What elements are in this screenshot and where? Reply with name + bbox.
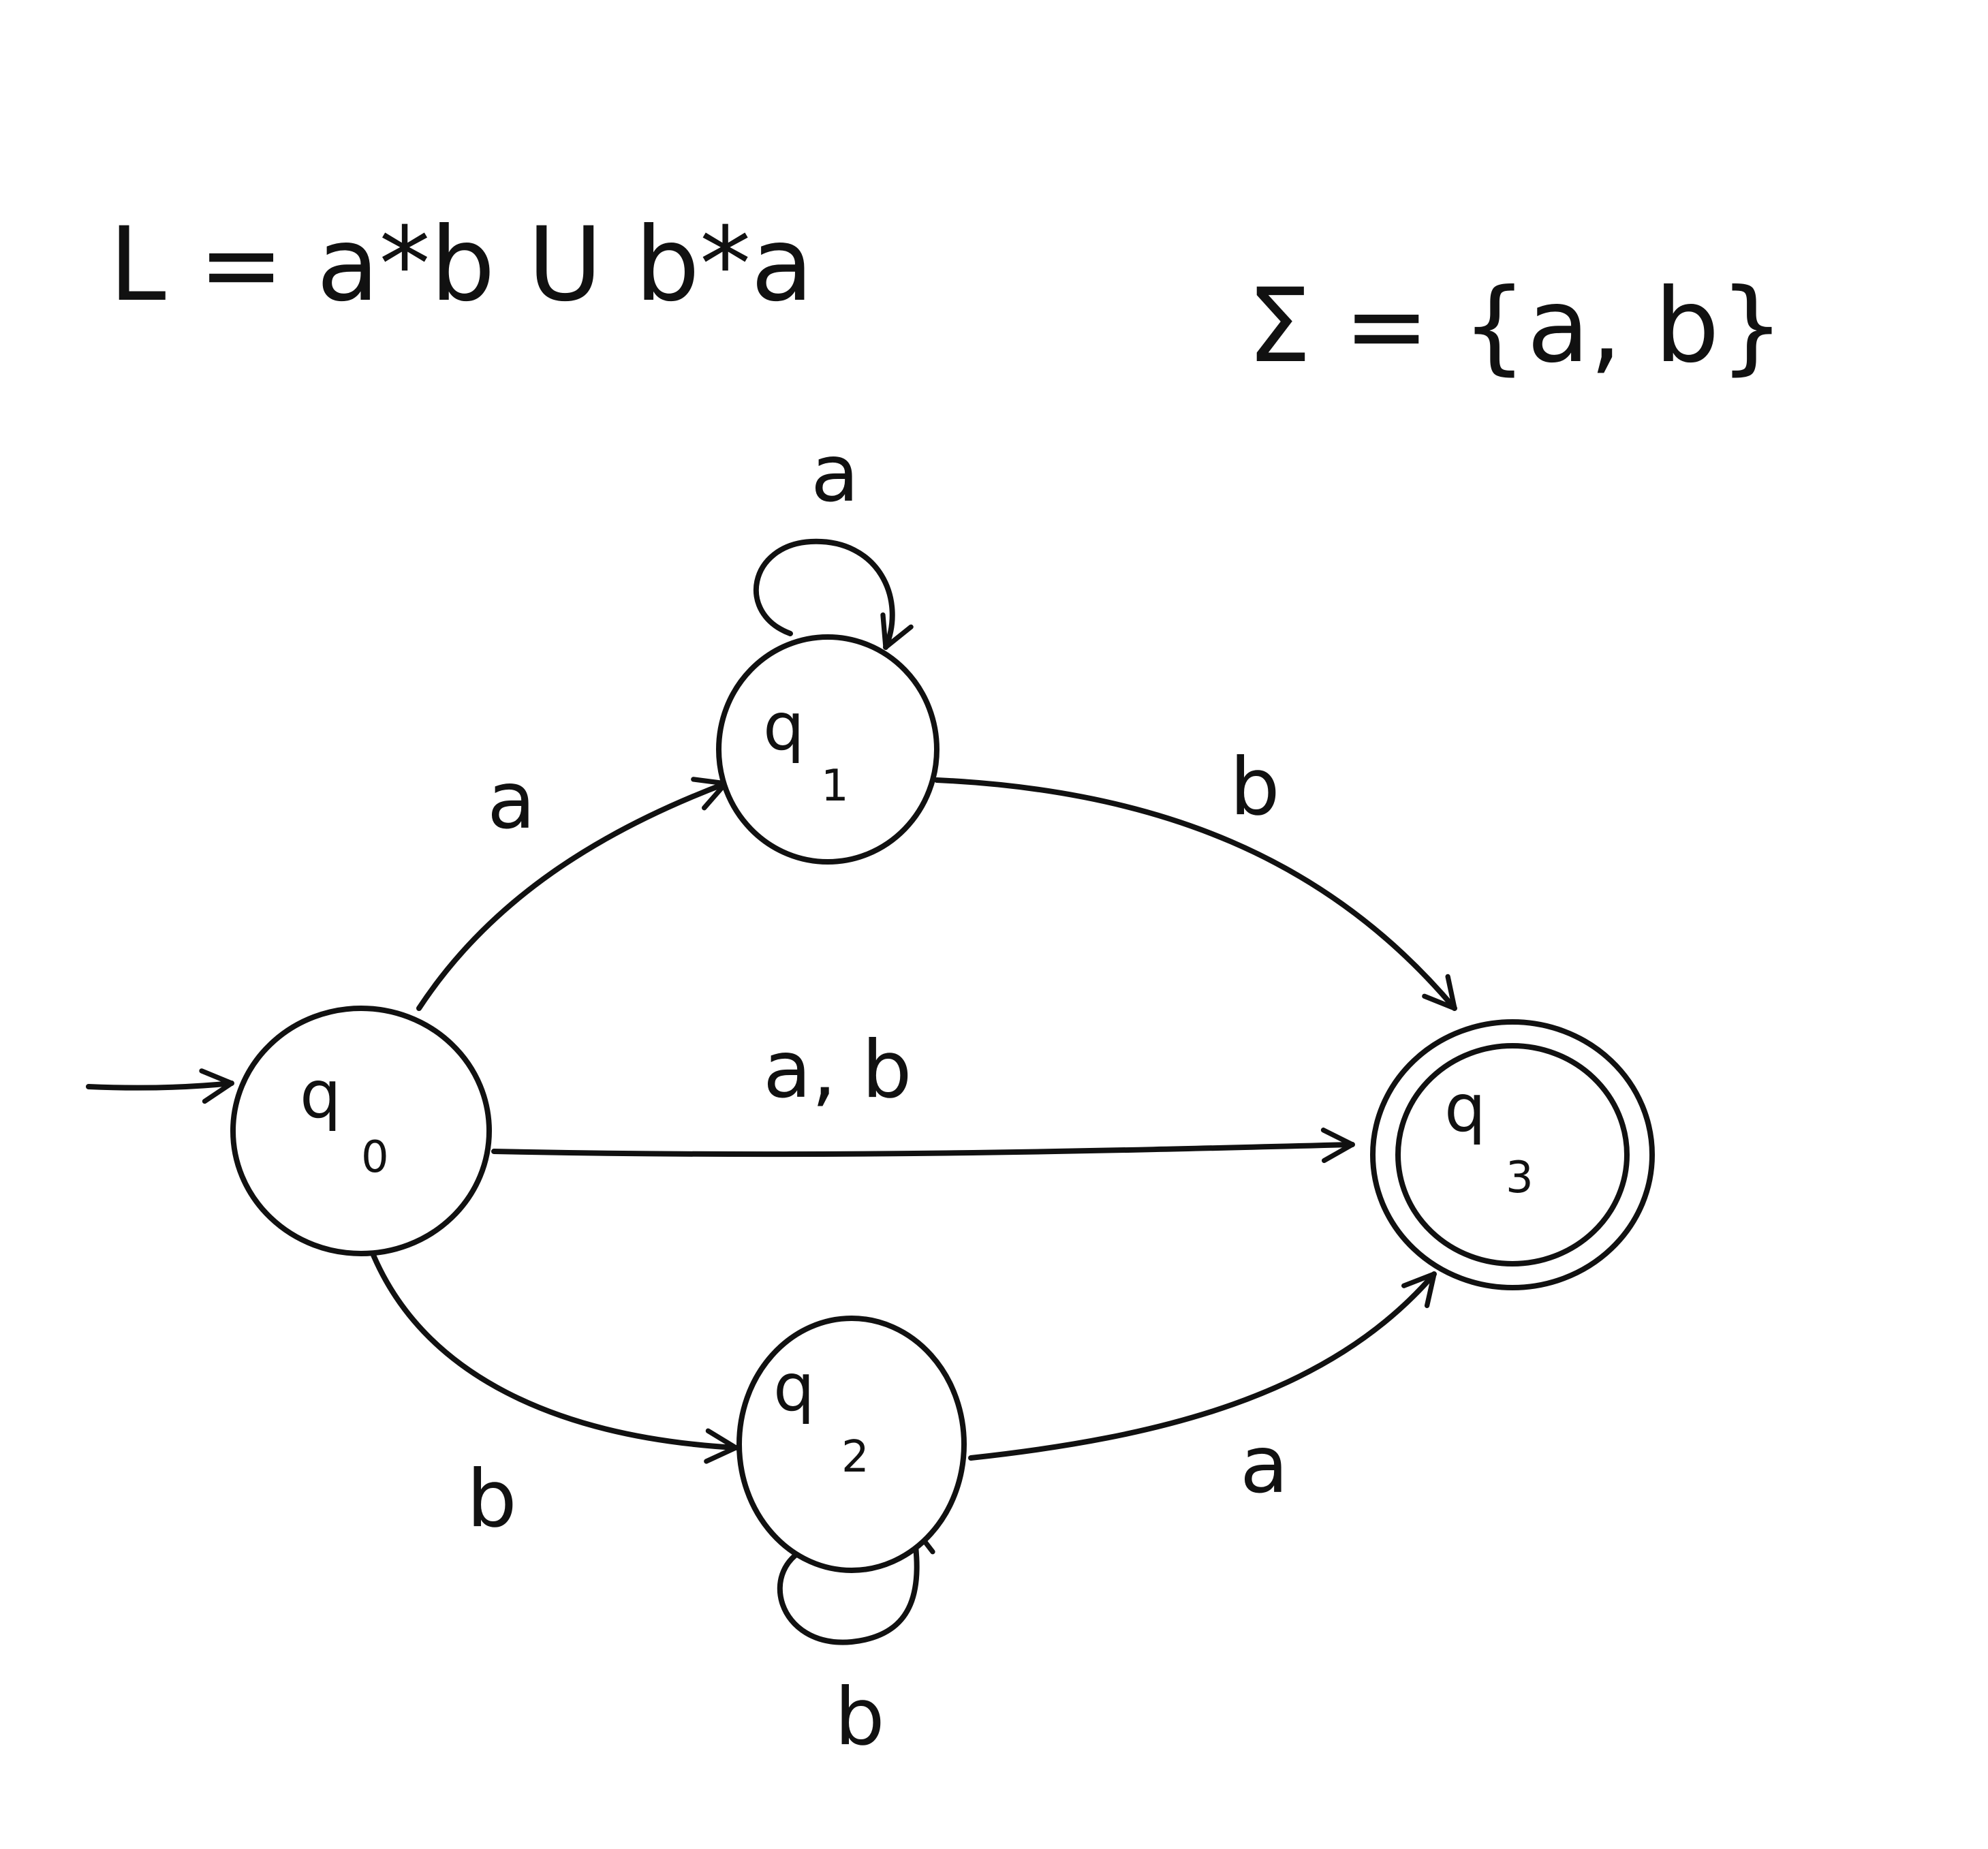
edge-q2-q2-loop (777, 1523, 935, 1645)
label-q1-q1: a (811, 428, 859, 520)
state-q1-name: q (763, 689, 805, 765)
label-q0-q1: a (487, 755, 535, 847)
state-q3-subscript: 3 (1506, 1153, 1534, 1203)
edge-q0-q3 (491, 1128, 1355, 1164)
state-q0-subscript: 0 (361, 1132, 389, 1183)
initial-arrow (86, 1068, 234, 1104)
state-q3-name: q (1444, 1070, 1486, 1147)
edge-q1-q1-loop (753, 538, 914, 650)
label-q0-q2: b (467, 1453, 517, 1545)
state-q2-subscript: 2 (841, 1432, 869, 1482)
state-q0-name: q (300, 1057, 341, 1133)
label-q2-q3: a (1240, 1419, 1288, 1511)
edge-q0-q1 (416, 777, 728, 1011)
state-q2-name: q (773, 1350, 815, 1426)
edge-q1-q3 (934, 777, 1457, 1011)
alphabet-definition: Σ = {a, b} (1247, 267, 1784, 386)
state-q2[interactable]: q 2 (736, 1316, 967, 1573)
language-definition: L = a*b U b*a (109, 206, 813, 324)
state-q1-subscript: 1 (821, 761, 849, 811)
label-q1-q3: b (1230, 741, 1280, 833)
edge-q2-q3 (968, 1271, 1437, 1461)
edge-q0-q2 (369, 1247, 739, 1464)
state-q0[interactable]: q 0 (230, 1006, 492, 1256)
state-q1[interactable]: q 1 (716, 634, 939, 865)
state-q3[interactable]: q 3 (1370, 1019, 1655, 1290)
label-q2-q2: b (835, 1671, 885, 1763)
state-q3-accept-ring (1395, 1043, 1630, 1267)
label-q0-q3: a, b (763, 1024, 912, 1116)
